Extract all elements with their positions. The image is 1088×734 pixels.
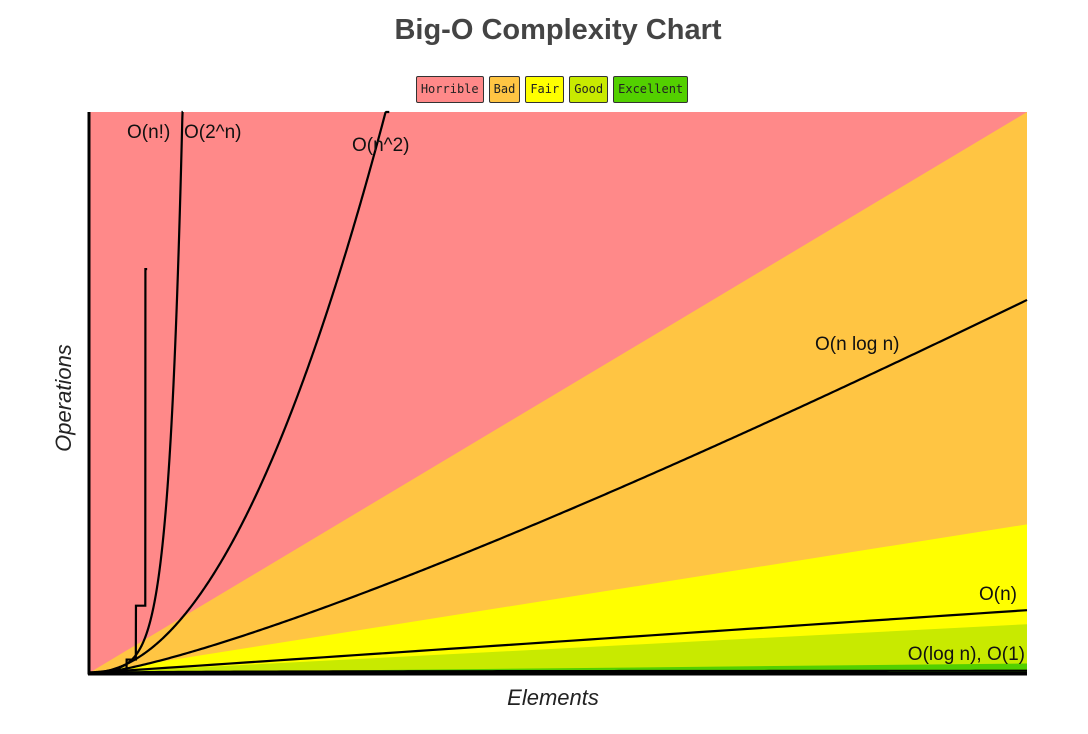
label-factorial: O(n!) <box>127 122 170 143</box>
label-linear: O(n) <box>979 584 1017 605</box>
curve-labels: O(n!) O(2^n) O(n^2) O(n log n) O(n) O(log n),… <box>127 122 1025 665</box>
axes <box>87 112 1027 676</box>
label-exponential: O(2^n) <box>184 122 241 143</box>
legend-item-horrible: Horrible <box>415 76 484 103</box>
region-good <box>89 624 1027 673</box>
y-axis-label: Operations <box>51 344 76 452</box>
legend-item-excellent: Excellent <box>613 76 689 103</box>
label-linearithmic: O(n log n) <box>815 334 899 355</box>
label-logarithmic-constant: O(log n), O(1) <box>908 644 1025 665</box>
legend-item-bad: Bad <box>488 76 521 103</box>
region-bad <box>89 112 1027 673</box>
curve-quadratic <box>89 110 390 675</box>
x-axis-label: Elements <box>507 685 599 710</box>
legend-item-fair: Fair <box>525 76 565 103</box>
curve-linear <box>88 609 1028 675</box>
complexity-regions <box>89 112 1027 673</box>
label-quadratic: O(n^2) <box>352 135 409 156</box>
curve-linearithmic <box>89 298 1028 675</box>
legend: Horrible Bad Fair Good Excellent <box>0 76 1088 103</box>
legend-item-good: Good <box>569 76 609 103</box>
chart-title: Big-O Complexity Chart <box>394 14 722 46</box>
curve-logarithmic <box>88 669 1027 675</box>
region-fair <box>89 524 1027 673</box>
